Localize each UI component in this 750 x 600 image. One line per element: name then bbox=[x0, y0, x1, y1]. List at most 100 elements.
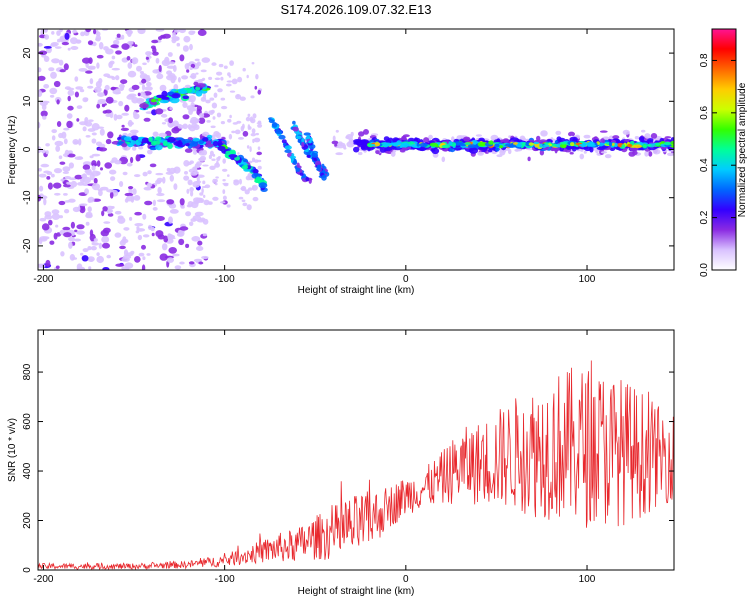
noise-blob bbox=[96, 54, 104, 59]
noise-blob bbox=[77, 206, 81, 212]
colorbar-tick-label: 0.2 bbox=[699, 210, 710, 224]
noise-blob bbox=[155, 172, 164, 176]
main-track-core bbox=[400, 144, 405, 148]
noise-blob bbox=[64, 200, 71, 203]
diagonal-track-blob bbox=[292, 126, 299, 132]
noise-blob bbox=[211, 62, 217, 66]
diagonal-track-blob bbox=[295, 135, 302, 140]
noise-blob bbox=[199, 157, 206, 162]
noise-blob bbox=[174, 265, 182, 270]
noise-blob bbox=[38, 90, 43, 97]
zero-band-blob bbox=[163, 140, 168, 147]
noise-blob bbox=[67, 153, 76, 158]
noise-blob bbox=[114, 232, 122, 238]
noise-blob bbox=[190, 63, 196, 69]
noise-blob bbox=[194, 118, 200, 123]
noise-blob bbox=[179, 226, 189, 231]
noise-blob bbox=[241, 199, 246, 203]
noise-blob bbox=[245, 116, 251, 122]
noise-blob bbox=[197, 79, 204, 82]
noise-blob bbox=[167, 237, 176, 240]
halo-blob bbox=[477, 151, 484, 156]
noise-blob bbox=[38, 75, 46, 81]
noise-blob bbox=[127, 70, 137, 78]
noise-blob bbox=[156, 180, 161, 183]
noise-blob bbox=[47, 182, 53, 190]
spectrogram-xtick-label: 0 bbox=[403, 274, 409, 285]
main-track-core bbox=[374, 142, 381, 147]
zero-band-blob bbox=[177, 140, 182, 145]
halo-blob bbox=[568, 131, 575, 137]
noise-blob bbox=[91, 242, 100, 246]
noise-blob bbox=[176, 232, 184, 237]
noise-blob bbox=[54, 140, 64, 147]
halo-blob bbox=[346, 141, 355, 148]
noise-blob bbox=[169, 174, 174, 182]
noise-blob bbox=[121, 112, 129, 116]
zero-band-blob bbox=[153, 140, 161, 145]
noise-blob bbox=[104, 109, 112, 114]
upper-track-blob bbox=[139, 103, 149, 109]
noise-blob bbox=[151, 232, 155, 237]
noise-blob bbox=[98, 78, 103, 84]
noise-blob bbox=[103, 221, 111, 224]
noise-blob bbox=[130, 156, 134, 164]
noise-blob bbox=[193, 150, 197, 155]
noise-blob bbox=[89, 78, 94, 85]
noise-blob bbox=[122, 236, 127, 243]
halo-blob bbox=[475, 134, 482, 137]
noise-blob bbox=[196, 61, 201, 67]
noise-blob bbox=[187, 161, 192, 166]
main-track-blob bbox=[647, 138, 654, 142]
main-track-blob bbox=[468, 147, 479, 154]
main-track-core bbox=[416, 143, 420, 147]
upper-track-blob bbox=[149, 101, 158, 105]
halo-blob bbox=[604, 136, 609, 141]
noise-blob bbox=[155, 216, 165, 221]
noise-blob bbox=[42, 115, 47, 120]
noise-blob bbox=[211, 102, 218, 109]
noise-blob bbox=[46, 176, 51, 180]
noise-blob bbox=[127, 62, 133, 69]
noise-blob bbox=[227, 72, 231, 77]
noise-blob bbox=[189, 67, 193, 70]
noise-blob bbox=[228, 133, 233, 140]
halo-blob bbox=[441, 156, 446, 163]
noise-blob bbox=[88, 119, 94, 122]
noise-blob bbox=[104, 162, 112, 169]
noise-blob bbox=[87, 198, 92, 204]
noise-blob bbox=[204, 184, 211, 189]
noise-blob bbox=[95, 141, 103, 147]
snr-ytick-label: 0 bbox=[22, 567, 33, 573]
noise-blob bbox=[152, 51, 159, 56]
noise-blob bbox=[256, 151, 263, 156]
noise-blob bbox=[82, 126, 87, 132]
halo-blob bbox=[515, 149, 519, 152]
diagonal-track-blob bbox=[301, 141, 305, 148]
noise-blob bbox=[91, 165, 96, 171]
noise-blob bbox=[106, 75, 115, 79]
noise-blob bbox=[185, 243, 190, 248]
noise-blob bbox=[222, 158, 226, 164]
noise-blob bbox=[184, 171, 188, 175]
noise-blob bbox=[56, 30, 61, 36]
noise-blob bbox=[182, 45, 189, 52]
main-track-core bbox=[570, 142, 575, 147]
main-track-core bbox=[498, 145, 504, 149]
descending-track-blob bbox=[252, 168, 259, 174]
noise-blob bbox=[247, 113, 251, 118]
noise-blob bbox=[237, 76, 243, 83]
noise-blob bbox=[131, 57, 139, 65]
zero-band-blob bbox=[185, 143, 190, 147]
noise-blob bbox=[153, 131, 158, 138]
noise-blob bbox=[123, 227, 130, 231]
noise-blob bbox=[124, 192, 134, 197]
noise-blob bbox=[109, 169, 117, 175]
noise-blob bbox=[76, 224, 85, 230]
noise-blob bbox=[96, 62, 100, 69]
zero-band-blob bbox=[123, 136, 132, 141]
noise-blob bbox=[135, 154, 141, 162]
snr-ticks: -200 -100 0 100 0 200 400 600 800 bbox=[22, 330, 674, 585]
zero-band-blob bbox=[202, 137, 209, 142]
noise-blob bbox=[214, 84, 219, 88]
